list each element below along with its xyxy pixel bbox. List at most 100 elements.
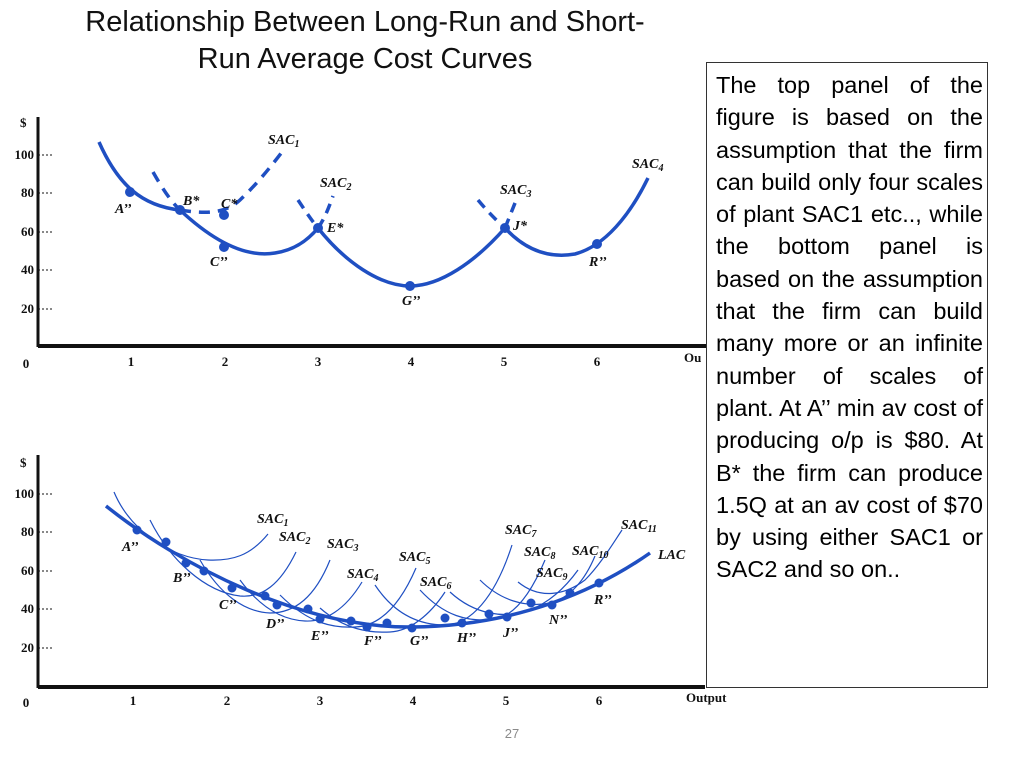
point-e-star — [313, 223, 323, 233]
label-sac4: SAC4 — [347, 567, 378, 584]
top-y-axis-label: $ — [20, 115, 27, 130]
bottom-y-tick: 20 — [21, 640, 34, 655]
bottom-x-tick: 2 — [224, 693, 231, 708]
point — [303, 604, 313, 614]
top-x-tick: 1 — [128, 354, 135, 369]
bottom-y-axis-label: $ — [20, 455, 27, 470]
bottom-points — [132, 525, 604, 633]
point-r — [592, 239, 602, 249]
bottom-labels: SAC1 SAC2 SAC3 SAC4 SAC5 SAC6 SAC7 SAC8 … — [121, 512, 686, 649]
top-labels: SAC1 SAC2 SAC3 SAC4 A’’ B* C* C’’ E* G’’… — [114, 133, 663, 309]
label-sac1: SAC1 — [257, 512, 288, 529]
bottom-x-tick: 1 — [130, 693, 137, 708]
point-f — [362, 622, 372, 632]
top-y-tick: 60 — [21, 224, 34, 239]
label-sac1: SAC1 — [268, 133, 299, 150]
label-point-a: A’’ — [114, 202, 132, 217]
point-d — [272, 600, 282, 610]
sac4-curve — [239, 579, 363, 622]
bottom-x-tick: 6 — [596, 693, 603, 708]
point — [484, 609, 494, 619]
point-r — [594, 578, 604, 588]
bottom-x-tick: 0 — [23, 695, 30, 710]
point-b — [181, 558, 191, 568]
top-x-axis-label: Ou — [684, 350, 701, 365]
title-line-2: Run Average Cost Curves — [197, 43, 533, 75]
point-j — [502, 612, 512, 622]
sac5-curve — [279, 567, 417, 628]
sac1-dashed-curve — [179, 150, 284, 215]
label-point-b: B’’ — [172, 571, 191, 586]
bottom-y-tick: 100 — [15, 486, 35, 501]
top-y-tick: 100 — [15, 147, 35, 162]
slide-title: Relationship Between Long-Run and Short-… — [20, 4, 710, 78]
label-sac7: SAC7 — [505, 523, 537, 540]
point-c — [227, 583, 237, 593]
label-point-c: C’’ — [210, 255, 228, 270]
label-sac9: SAC9 — [536, 566, 567, 583]
label-sac3: SAC3 — [500, 183, 531, 200]
top-x-tick: 4 — [408, 354, 415, 369]
point — [346, 616, 356, 626]
bottom-axes — [36, 455, 705, 689]
top-x-tick: 6 — [594, 354, 601, 369]
label-point-n: N’’ — [548, 613, 568, 628]
sac2-dashed-right — [296, 199, 320, 230]
point-n — [547, 600, 557, 610]
label-sac4: SAC4 — [632, 157, 663, 174]
label-point-r: R’’ — [593, 593, 612, 608]
label-point-h: H’’ — [456, 631, 477, 646]
top-y-tick: 80 — [21, 185, 34, 200]
sac4-solid-curve — [503, 177, 650, 257]
bottom-panel: $ Output 100 80 60 40 20 0 1 2 3 4 5 6 — [15, 455, 728, 710]
bottom-y-tick: 40 — [21, 601, 34, 616]
label-sac3: SAC3 — [327, 537, 358, 554]
bottom-y-tick: 80 — [21, 524, 34, 539]
top-y-tick: 20 — [21, 301, 34, 316]
top-x-tick: 5 — [501, 354, 508, 369]
label-sac10: SAC10 — [572, 544, 608, 561]
point — [526, 598, 536, 608]
sac3-dashed-right — [476, 198, 507, 230]
label-point-d: D’’ — [265, 617, 285, 632]
bottom-axis-labels: $ Output 100 80 60 40 20 0 1 2 3 4 5 6 — [15, 455, 728, 710]
top-x-tick: 3 — [315, 354, 322, 369]
top-panel: $ Ou 100 80 60 40 20 0 1 2 3 4 5 6 — [15, 115, 710, 371]
point — [199, 566, 209, 576]
label-sac5: SAC5 — [399, 550, 430, 567]
label-point-e-star: E* — [326, 221, 344, 236]
label-point-r: R’’ — [588, 255, 607, 270]
point-h — [457, 618, 467, 628]
bottom-y-tick: 60 — [21, 563, 34, 578]
point-e — [315, 614, 325, 624]
top-x-tick: 0 — [23, 356, 30, 371]
label-sac6: SAC6 — [420, 575, 451, 592]
sac2-curve — [149, 519, 297, 597]
point-a — [132, 525, 142, 535]
label-point-j: J’’ — [502, 626, 519, 641]
point — [565, 588, 575, 598]
point — [260, 591, 270, 601]
point — [440, 613, 450, 623]
label-sac8: SAC8 — [524, 545, 555, 562]
sac3-curve — [199, 559, 331, 614]
label-sac2: SAC2 — [279, 530, 310, 547]
bottom-x-tick: 5 — [503, 693, 510, 708]
point — [161, 537, 171, 547]
label-point-j-star: J* — [512, 219, 528, 234]
bottom-x-tick: 3 — [317, 693, 324, 708]
point-g — [407, 623, 417, 633]
bottom-x-axis-label: Output — [686, 690, 727, 705]
point-c-star — [219, 210, 229, 220]
label-point-b-star: B* — [182, 194, 200, 209]
top-y-tick: 40 — [21, 262, 34, 277]
page-number: 27 — [504, 726, 520, 741]
label-point-c: C’’ — [219, 598, 237, 613]
sac6-curve — [319, 591, 446, 633]
label-lac: LAC — [657, 548, 686, 563]
label-sac11: SAC11 — [621, 518, 657, 535]
sac11-curve — [517, 529, 623, 595]
bottom-x-tick: 4 — [410, 693, 417, 708]
top-x-tick: 2 — [222, 354, 229, 369]
